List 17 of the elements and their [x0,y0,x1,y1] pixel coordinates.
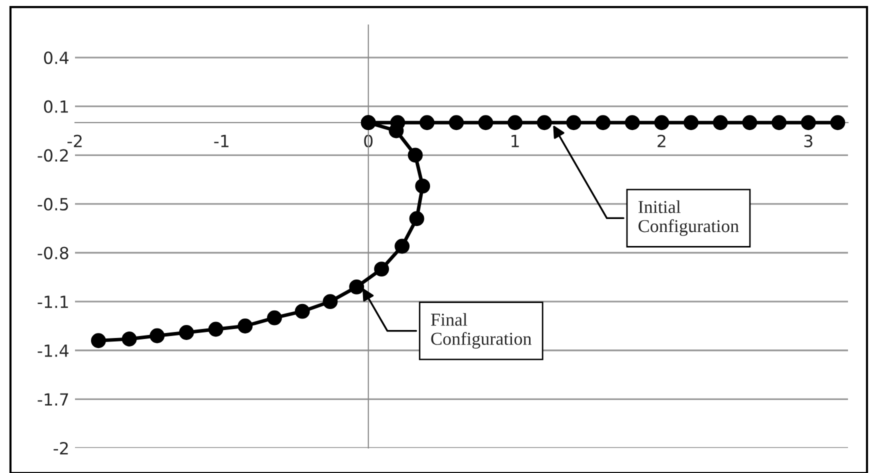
y-tick-label: 0.4 [44,52,69,64]
x-tick-label: 1 [512,134,519,148]
x-tick-label: -1 [214,134,228,148]
y-tick-label: -0.8 [38,246,68,260]
x-tick-label: 2 [658,134,666,148]
x-tick-label: 3 [804,134,812,148]
y-tick-label: -1.7 [38,393,68,406]
y-tick-label: -0.2 [38,149,68,162]
x-tick-label: -2 [68,134,82,148]
x-tick-label: 0 [364,134,373,148]
y-tick-label: -1.1 [38,296,68,308]
y-tick-label: 0.1 [44,100,68,113]
y-tick-label: -0.5 [38,198,68,211]
y-tick-label: -2 [54,442,68,454]
annotation: Final Configuration [430,313,532,349]
y-tick-label: -1.4 [38,344,69,357]
annotation: Initial Configuration [638,200,739,236]
